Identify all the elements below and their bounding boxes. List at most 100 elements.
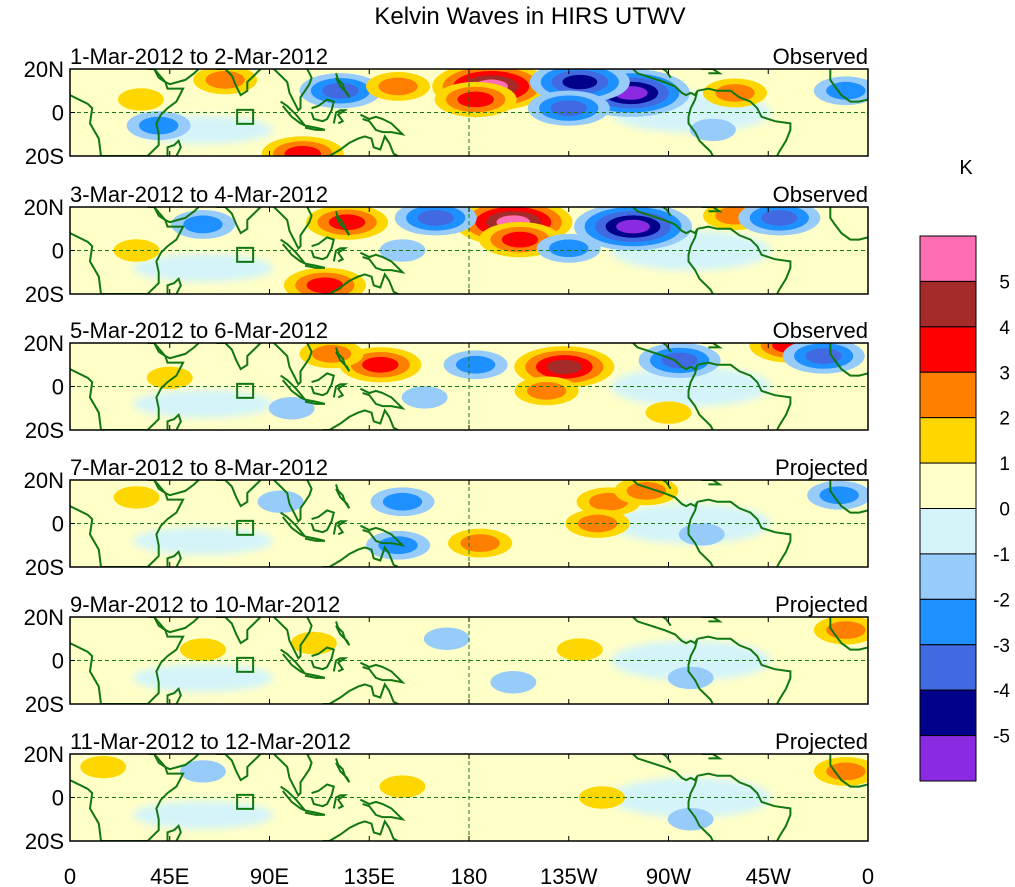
anomaly-contour — [460, 534, 500, 552]
coastline — [829, 69, 868, 103]
anomaly-contour — [322, 82, 359, 99]
coastline — [322, 545, 399, 567]
coastlines — [70, 207, 868, 294]
colorbar-label: 1 — [999, 454, 1010, 475]
coastline — [304, 398, 326, 405]
anomaly-contour — [180, 638, 226, 661]
colorbar-swatch — [919, 417, 977, 464]
anomaly-contour — [146, 366, 193, 389]
coastlines — [70, 69, 868, 156]
coastline — [335, 484, 351, 509]
x-tick-label: 45W — [746, 864, 791, 887]
x-tick-label: 135W — [540, 864, 598, 887]
coastline — [304, 262, 326, 269]
anomaly-contour — [117, 88, 164, 111]
coastline — [166, 686, 182, 704]
panel-status-label: Observed — [773, 318, 868, 343]
coastline — [332, 109, 349, 125]
anomaly-contour — [455, 355, 496, 374]
anomaly-contour — [616, 219, 650, 234]
coastline — [359, 661, 406, 684]
y-tick-label: 20N — [24, 331, 64, 356]
anomaly-contour — [205, 71, 245, 89]
region-box — [236, 519, 255, 536]
anomaly-contour — [805, 348, 842, 364]
background-band — [610, 503, 771, 544]
colorbar-label: -1 — [993, 545, 1010, 566]
coastline — [147, 617, 200, 634]
coastline — [216, 207, 262, 235]
coastline — [332, 794, 349, 810]
y-tick-label: 0 — [52, 649, 64, 674]
y-tick-label: 0 — [52, 101, 64, 126]
anomaly-field — [80, 755, 868, 831]
panel-period-label: 1-Mar-2012 to 2-Mar-2012 — [70, 44, 328, 69]
coastline — [359, 251, 406, 274]
coastline — [304, 124, 326, 131]
colorbar-label: 0 — [999, 500, 1010, 521]
x-axis: 0 45E 90E 135E 180 135W 90W 45W 0 — [64, 864, 874, 887]
coastline — [335, 758, 351, 783]
panel-period-label: 11-Mar-2012 to 12-Mar-2012 — [70, 729, 351, 754]
coastline — [70, 617, 185, 704]
coastline — [697, 635, 792, 704]
background-band — [133, 253, 273, 282]
y-tick-label: 20N — [24, 57, 64, 82]
coastline — [322, 819, 399, 841]
coastline — [70, 207, 185, 294]
background-band — [133, 389, 273, 418]
anomaly-contour — [401, 386, 448, 409]
y-tick-label: 20S — [25, 829, 64, 854]
coastline — [632, 480, 699, 508]
panel-status-label: Projected — [775, 729, 868, 754]
coastline — [147, 754, 200, 771]
coastline — [697, 87, 792, 156]
coastline — [653, 754, 672, 764]
colorbar: K 5 4 3 2 1 0 -1 -2 -3 -4 -5 — [919, 157, 1010, 782]
coastline — [701, 754, 723, 760]
coastline — [310, 236, 335, 261]
coastline — [273, 207, 313, 250]
coastline — [166, 549, 182, 567]
y-tick-label: 0 — [52, 375, 64, 400]
coastline — [216, 343, 262, 371]
anomaly-contour — [661, 352, 698, 369]
coastline — [653, 480, 672, 490]
colorbar-label: -5 — [993, 727, 1010, 748]
anomaly-contour — [550, 100, 587, 116]
coastline — [632, 207, 699, 235]
colorbar-label: 4 — [999, 318, 1010, 339]
coastline — [216, 69, 262, 97]
colorbar-label: -2 — [993, 590, 1010, 611]
panel-3: 20N 0 20S 5-Mar-2012 to 6-Mar-2012 Observed — [24, 318, 869, 443]
coastline — [829, 207, 868, 241]
panel-4: 20N 0 20S 7-Mar-2012 to 8-Mar-2012 Projected — [24, 455, 869, 580]
anomaly-field — [113, 207, 821, 294]
coastline — [359, 798, 406, 821]
coastline — [310, 509, 335, 534]
y-tick-label: 0 — [52, 786, 64, 811]
coastline — [70, 69, 185, 156]
coastline — [359, 113, 406, 136]
colorbar-swatch — [919, 280, 977, 328]
coastline — [653, 343, 672, 353]
background-band — [610, 366, 771, 407]
coastline — [829, 343, 868, 377]
panel-period-label: 5-Mar-2012 to 6-Mar-2012 — [70, 318, 328, 343]
coastline — [829, 754, 868, 788]
coastlines — [70, 480, 868, 567]
region-box — [236, 793, 255, 810]
coastline — [687, 90, 714, 156]
colorbar-swatch — [919, 598, 977, 646]
colorbar-swatch — [919, 371, 977, 419]
coastline — [147, 207, 200, 224]
coastline — [322, 134, 399, 156]
y-tick-label: 20S — [25, 282, 64, 307]
anomaly-contour — [678, 523, 725, 546]
coastlines — [70, 617, 868, 704]
anomaly-contour — [645, 401, 692, 424]
coastline — [701, 343, 723, 349]
anomaly-contour — [423, 627, 470, 650]
panel-status-label: Observed — [773, 44, 868, 69]
anomaly-contour — [689, 118, 736, 142]
